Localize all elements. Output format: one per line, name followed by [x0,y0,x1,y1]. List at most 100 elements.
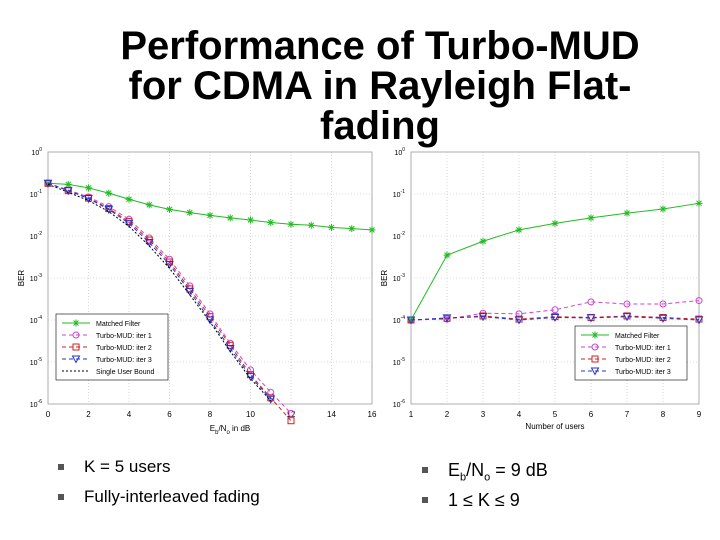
right-data-point [442,314,452,323]
right-xlabel: Number of users [525,422,584,431]
right-xtick-label: 7 [625,410,630,419]
left-data-point [185,287,195,296]
right-data-point [695,199,703,207]
left-data-point [226,214,234,222]
left-data-point [328,223,335,231]
ebno-sub-o: o [484,471,491,484]
left-data-point [348,225,356,233]
left-series-0 [44,179,376,234]
bullet-k-range: 1 ≤ K ≤ 9 [422,485,548,515]
left-data-point [84,195,93,204]
right-data-point [515,226,523,234]
right-ytick-label: 10-6 [393,399,405,409]
right-xtick-label: 8 [661,410,666,419]
ebno-value: = 9 dB [490,460,548,480]
bullet-square-icon [58,464,64,470]
bullet-fading: Fully-interleaved fading [58,482,260,512]
right-xtick-label: 2 [445,410,450,419]
left-xlabel-part: b [215,430,219,436]
right-series-3 [406,313,704,325]
left-legend-marker [71,355,81,364]
left-xtick-label: 10 [246,410,255,419]
right-ytick-label: 100 [394,147,405,157]
left-ytick-exp: -6 [38,399,43,405]
title-line-3: fading [320,104,440,148]
left-xtick-label: 12 [287,410,296,419]
right-legend: Matched Filter Turbo-MUD: iter 1 Turbo-MUD… [574,325,688,381]
right-legend-marker [591,331,599,339]
right-xtick-label: 5 [553,410,558,419]
left-xtick-label: 16 [368,410,377,419]
right-xtick-label: 9 [697,410,702,419]
bullet-users-text: K = 5 users [84,457,171,476]
left-data-point [64,180,72,188]
right-legend-marker [590,367,600,376]
right-data-point [659,205,667,213]
left-legend-marker [72,331,80,339]
left-ytick-label: 10-1 [30,189,42,199]
right-ytick-exp: -1 [401,189,406,195]
bullet-k-range-text: 1 ≤ K ≤ 9 [448,490,520,510]
right-data-point [479,312,487,320]
left-xlabel-part: /N [218,424,226,433]
right-ytick-exp: -2 [401,231,406,237]
left-data-point [125,195,133,203]
left-data-point [267,218,275,226]
right-ytick-label: 10-1 [393,189,405,199]
left-ytick-label: 10-3 [30,273,42,283]
left-data-point [104,205,114,214]
right-data-point [550,313,560,323]
right-ytick-exp: -4 [401,315,406,321]
left-xlabel-part: E [210,424,215,433]
right-data-point [694,316,704,325]
left-data-point [368,226,376,234]
right-data-point [659,313,667,321]
left-legend-marker [72,319,80,327]
left-ytick-label: 10-6 [30,399,42,409]
ebno-n: /N [466,460,485,480]
right-ytick-exp: -6 [401,399,406,405]
right-ytick-exp: 0 [402,147,405,153]
left-series-3 [43,179,276,404]
right-data-point [406,316,416,325]
right-legend-label: Matched Filter [615,333,660,340]
bullet-ebno: Eb/No = 9 dB [422,455,548,485]
right-data-point [587,214,595,222]
right-ylabel: BER [380,270,389,287]
left-data-point [85,184,92,192]
title-line-1: Performance of Turbo-MUD [120,24,640,68]
left-ytick-exp: -4 [38,315,43,321]
left-data-point [144,239,154,248]
right-xtick-label: 4 [517,410,522,419]
left-chart: 100 10-1 10-2 10-3 10-4 10-5 10-6 0 2 4 6 8 10 12 14 16… [17,147,377,436]
left-xtick-label: 2 [86,410,91,419]
bullet-ebno-text: Eb/No = 9 dB [448,460,548,484]
left-data-point [266,395,276,404]
left-ytick-exp: -5 [38,357,43,363]
left-legend: Matched Filter Turbo-MUD: iter 1 Turbo-MUD… [55,313,169,381]
right-chart: 100 10-1 10-2 10-3 10-4 10-5 10-6 1 2 3 4 5 6 7 8 9 BER N… [380,147,704,431]
right-ytick-exp: -3 [401,273,406,279]
right-series-line [410,300,700,321]
bullet-square-icon [422,497,428,503]
left-data-point [124,219,134,228]
right-legend-marker [591,343,599,351]
left-data-point [307,221,315,229]
bullet-square-icon [58,494,64,500]
bullet-fading-text: Fully-interleaved fading [84,487,260,506]
bullet-users: K = 5 users [58,452,260,482]
right-data-point [551,219,559,227]
left-xtick-label: 14 [327,410,336,419]
right-ytick-label: 10-3 [393,273,405,283]
right-xtick-label: 6 [589,410,594,419]
right-xtick-label: 3 [481,410,486,419]
right-data-point [514,316,524,325]
left-legend-label: Single User Bound [96,369,154,376]
right-ytick-label: 10-5 [393,357,405,367]
left-legend-label: Turbo-MUD: iter 1 [96,333,152,340]
left-data-point [43,179,53,188]
right-data-point [443,251,451,259]
bullets-left: K = 5 users Fully-interleaved fading [58,452,260,512]
left-data-point [287,417,295,425]
